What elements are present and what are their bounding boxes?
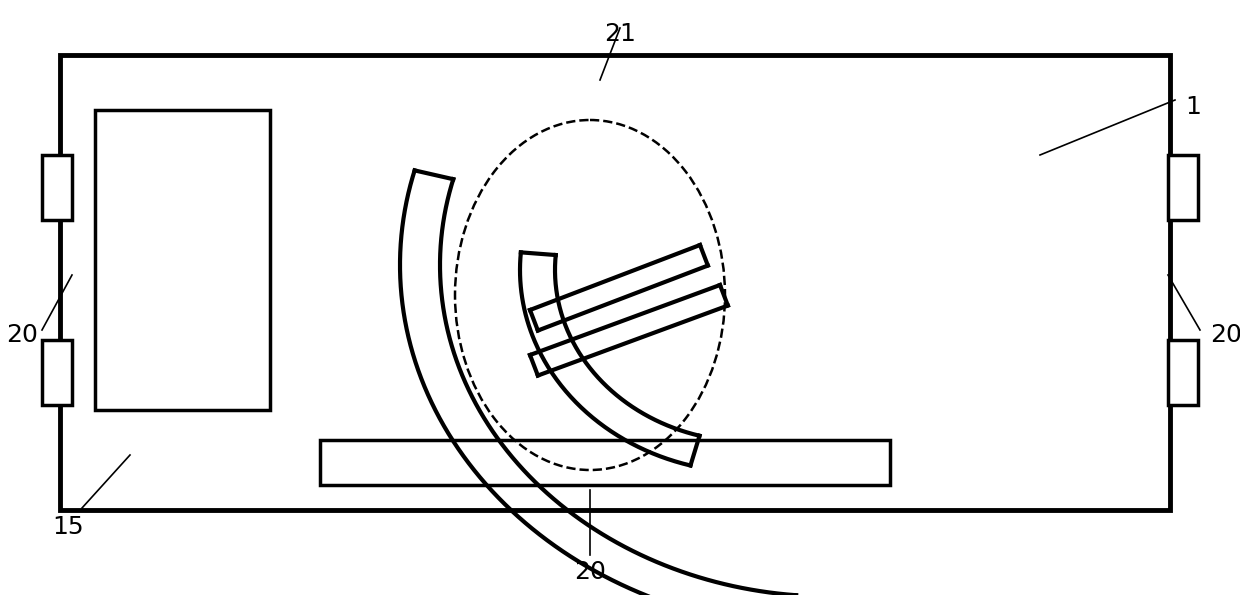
Bar [1168, 155, 1198, 220]
Text: 20: 20 [1210, 323, 1240, 347]
Bar [95, 110, 270, 410]
Text: 20: 20 [6, 323, 38, 347]
Bar [42, 340, 72, 405]
Text: 15: 15 [52, 515, 83, 539]
Text: 20: 20 [574, 560, 606, 584]
Bar [60, 55, 1171, 510]
Text: 1: 1 [1185, 95, 1200, 119]
Bar [320, 440, 890, 485]
Bar [42, 155, 72, 220]
Text: 21: 21 [604, 22, 636, 46]
Bar [1168, 340, 1198, 405]
